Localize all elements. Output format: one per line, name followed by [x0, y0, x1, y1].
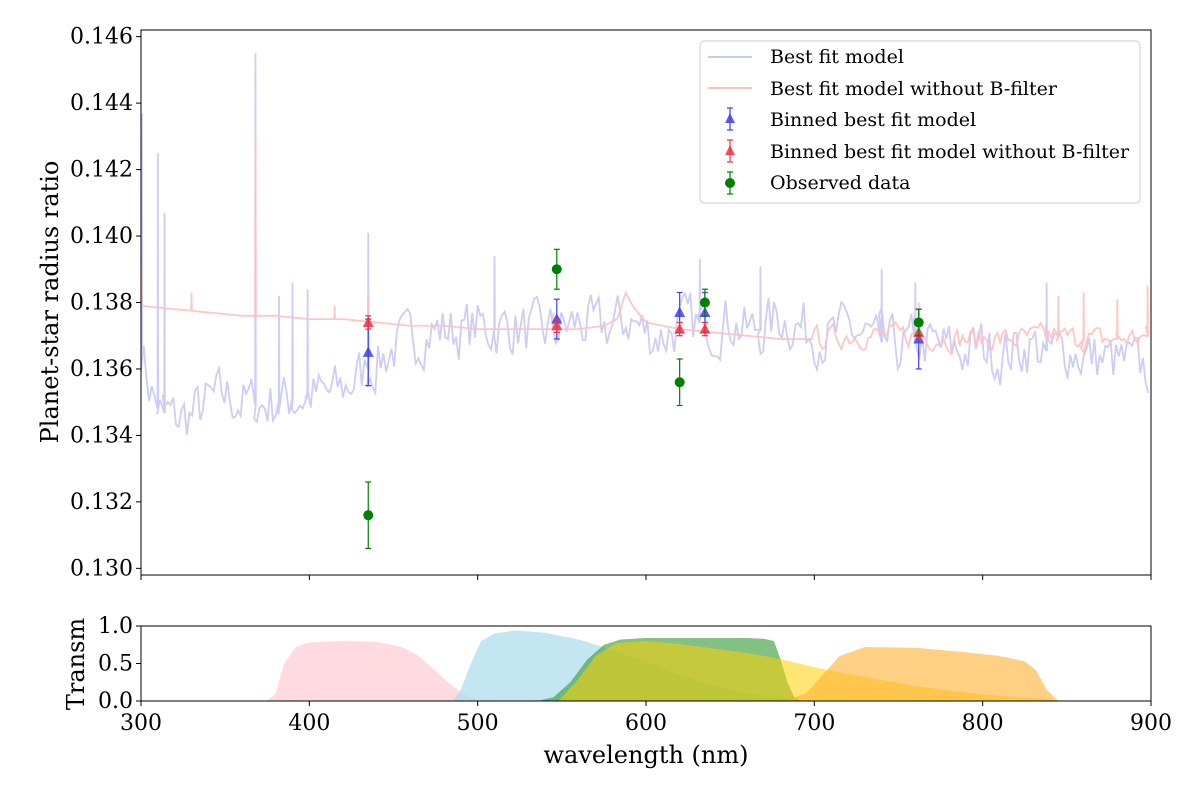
spectrum-y-tick-label: 0.136: [70, 357, 133, 382]
spectrum-y-tick-label: 0.146: [70, 25, 133, 50]
spectrum-y-tick-label: 0.140: [70, 224, 133, 249]
filter-band-r: [558, 641, 1067, 701]
legend-label-binned-best-fit: Binned best fit model: [770, 109, 976, 131]
filter-band-b: [267, 641, 482, 701]
spectrum-y-tick-label: 0.134: [70, 423, 133, 448]
legend-swatch-binned-best-fit: [725, 107, 735, 131]
legend-box: [699, 40, 1141, 204]
binned-best-fit-model-without-b-filter-point: [362, 315, 374, 330]
x-tick-label: 900: [1130, 711, 1172, 736]
observed-data-point: [913, 308, 924, 337]
legend-label-observed-data: Observed data: [770, 172, 910, 194]
x-tick-label: 400: [288, 711, 330, 736]
legend-label-binned-without-b: Binned best fit model without B-filter: [770, 141, 1130, 163]
x-tick-label: 700: [793, 711, 835, 736]
filter-bands: [267, 630, 1067, 701]
transmission-y-tick-label: 1.0: [98, 614, 133, 639]
binned-best-fit-model-without-b-filter-point: [699, 321, 711, 337]
x-tick-label: 300: [120, 711, 162, 736]
observed-data-point: [551, 248, 562, 290]
transmission-y-tick-label: 0.5: [98, 652, 133, 677]
spectrum-y-ticks: 0.130 0.132 0.134 0.136 0.138 0.140 0.142 0.144…: [70, 25, 141, 581]
legend-label-best-fit-without-b: Best fit model without B-filter: [770, 78, 1058, 100]
legend-label-best-fit: Best fit model: [770, 46, 904, 68]
legend-swatch-observed-data: [725, 171, 735, 195]
transmission-y-ticks: 0.0 0.5 1.0: [98, 614, 141, 714]
observed-data-point: [674, 358, 685, 407]
best-fit-without-b-filter-line: [141, 136, 1150, 357]
binned-best-fit-model-without-b-filter-point: [674, 321, 686, 337]
best-fit-model-line: [141, 53, 1150, 436]
observed-data-point: [363, 481, 374, 550]
data-points: [362, 248, 925, 550]
spectrum-panel: 0.130 0.132 0.134 0.136 0.138 0.140 0.142 0.144…: [36, 25, 1152, 581]
model-lines: [141, 53, 1150, 436]
x-tick-label: 500: [457, 711, 499, 736]
spectrum-y-tick-label: 0.130: [70, 556, 133, 581]
binned-best-fit-model-without-b-filter-point: [551, 318, 563, 334]
x-axis-label: wavelength (nm): [544, 741, 749, 769]
legend: Best fit model Best fit model without B-…: [699, 40, 1141, 204]
spectrum-y-tick-label: 0.144: [70, 91, 133, 116]
spectrum-y-tick-label: 0.132: [70, 490, 133, 515]
x-tick-label: 800: [962, 711, 1004, 736]
spectrum-x-ticks: [140, 575, 1152, 580]
x-tick-label: 600: [625, 711, 667, 736]
spectrum-y-axis-label: Planet-star radius ratio: [36, 161, 64, 444]
spectrum-y-tick-label: 0.142: [70, 158, 133, 183]
observed-data-point: [699, 288, 710, 317]
transmission-panel: 0.0 0.5 1.0 300 400 500 600 700 800 900 Transm w…: [62, 614, 1172, 769]
spectrum-y-tick-label: 0.138: [70, 291, 133, 316]
filter-band-i: [784, 647, 1059, 701]
transmission-y-tick-label: 0.0: [98, 689, 133, 714]
legend-swatch-binned-without-b: [725, 139, 735, 163]
transmission-y-axis-label: Transm: [62, 618, 90, 711]
transmission-x-ticks: 300 400 500 600 700 800 900: [120, 701, 1172, 736]
